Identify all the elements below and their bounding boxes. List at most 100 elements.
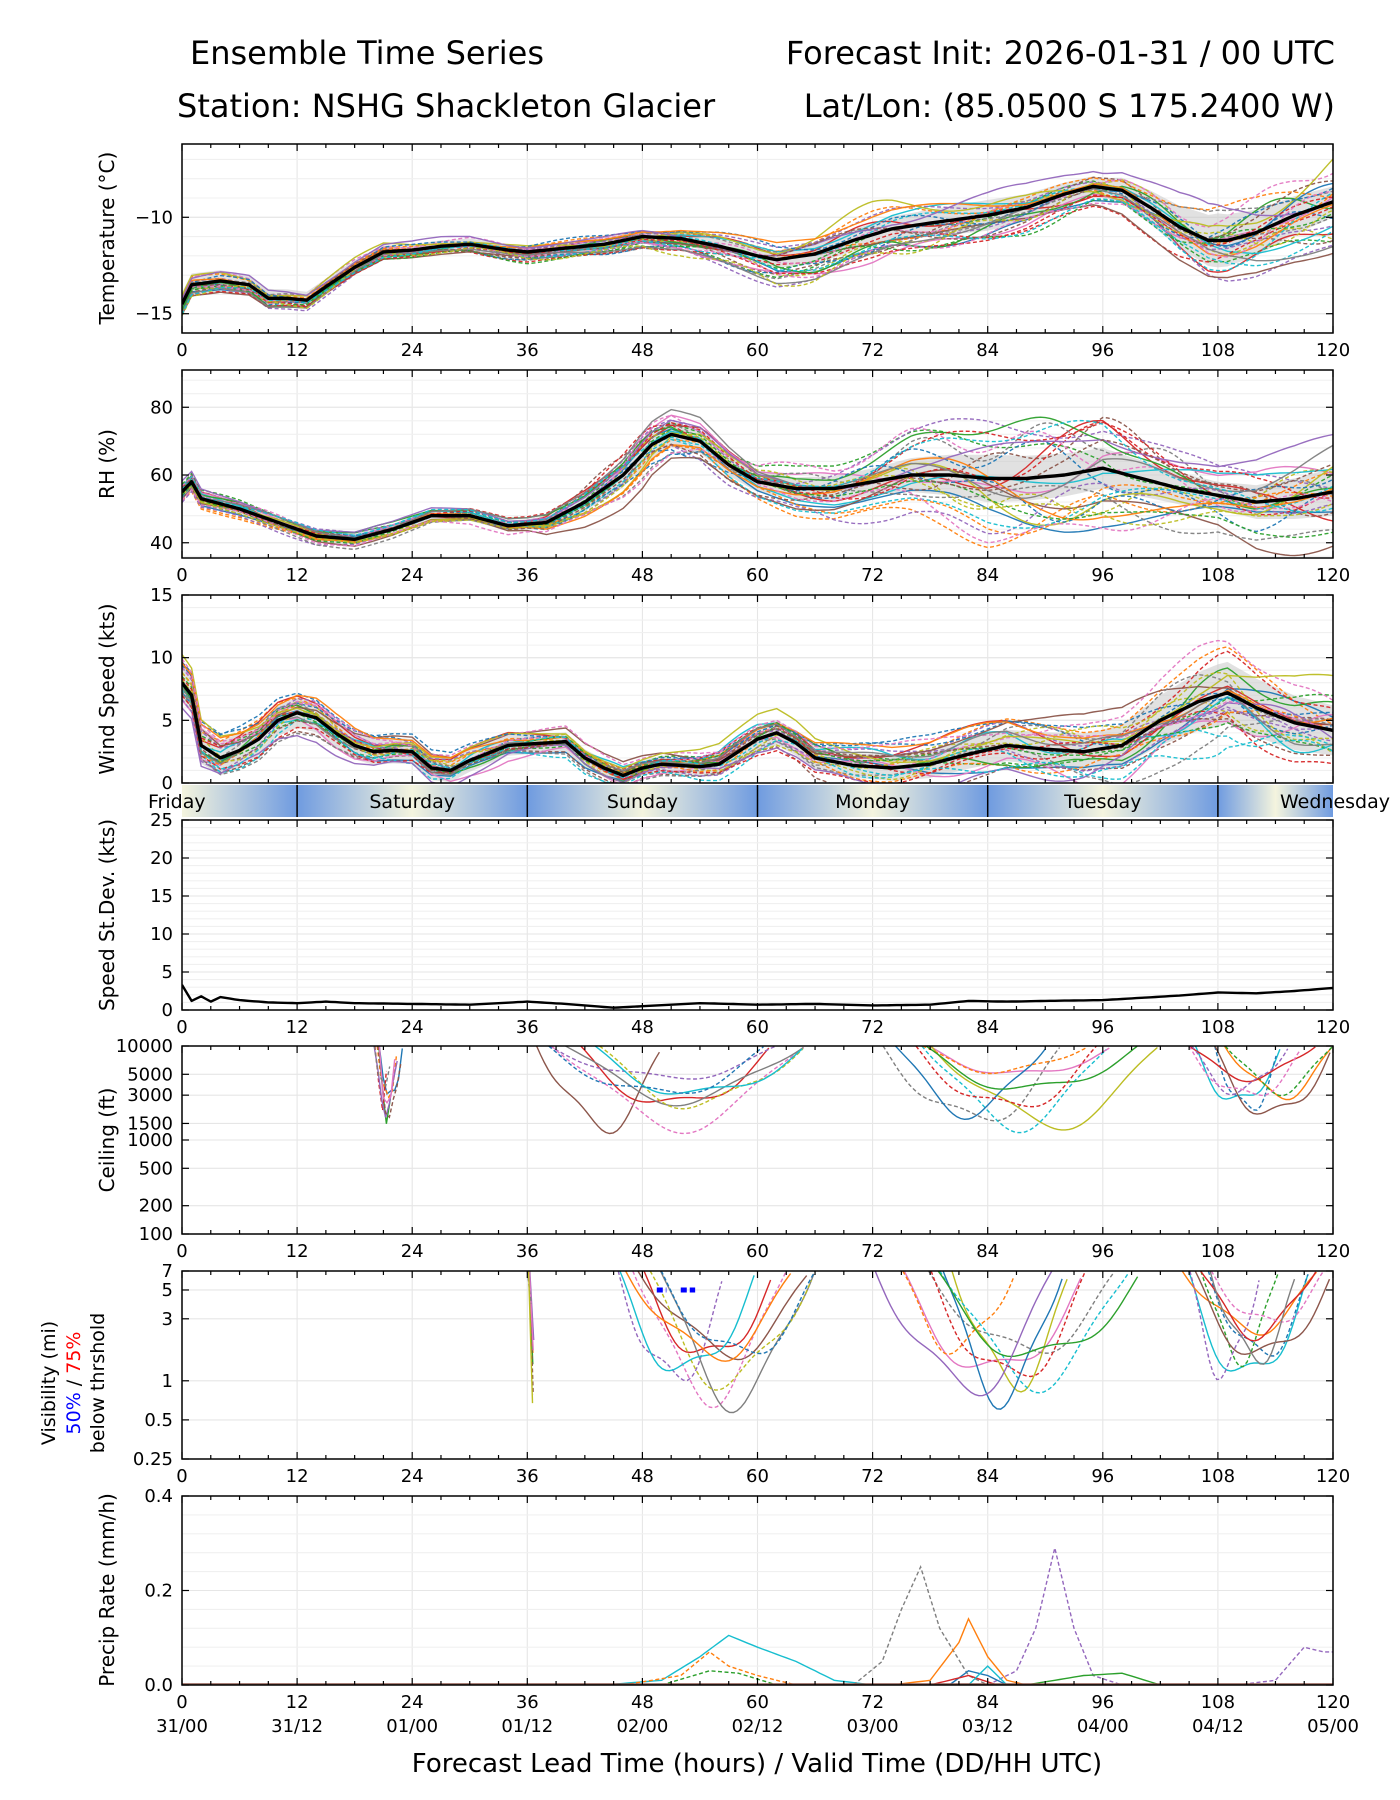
rh-member-line [182, 448, 1333, 547]
rh-mean-line [182, 432, 1333, 542]
vis-ylabel-group: Visibility (mi) 50% / 75% below thrshold [38, 1313, 109, 1453]
vis-member-line [1194, 1271, 1331, 1356]
x-tick-label: 36 [516, 1241, 539, 1262]
ceil-member-line [1214, 1046, 1277, 1111]
panel-wind: 0 5 10 15 Wind Speed (kts) [95, 585, 1334, 794]
vis-member-line [617, 1271, 723, 1382]
y-tick-label: 500 [139, 1158, 173, 1179]
x-tick-label: 36 [516, 1466, 539, 1487]
rh-grid [181, 370, 1334, 558]
ceil-member-line [1223, 1046, 1333, 1101]
vis-member-line [939, 1271, 1129, 1394]
precip-x-ticks [181, 1496, 1334, 1685]
precip-member-line [852, 1564, 989, 1685]
x-tick-label: 60 [746, 565, 769, 586]
x-tick-label: 120 [1316, 1466, 1350, 1487]
x-tick-label: 0 [176, 340, 187, 361]
temp-member-line [182, 190, 1333, 306]
x-tick-label: 24 [401, 1017, 424, 1038]
wind-member-line [182, 698, 1333, 779]
ceil-member-line [930, 1046, 1158, 1131]
precip-ylabel: Precip Rate (mm/h) [95, 1493, 119, 1687]
precip-member-line [1237, 1646, 1333, 1685]
x-tick-label: 72 [861, 1692, 884, 1713]
x-tick-label: 0 [176, 1466, 187, 1487]
precip-member-line [987, 1547, 1123, 1685]
vis-member-line [1181, 1271, 1318, 1336]
vis-member-line [928, 1271, 1114, 1354]
precip-member-line [603, 1634, 873, 1685]
x-tick-label: 108 [1201, 1241, 1235, 1262]
x-tick-label: 96 [1091, 1692, 1114, 1713]
vis-member-line [649, 1271, 812, 1391]
valid-time-label: 03/12 [962, 1716, 1014, 1737]
ceil-x-ticks [181, 1046, 1334, 1234]
wind-member-line [182, 664, 1333, 772]
ceil-member-line [580, 1046, 770, 1103]
valid-time-label: 04/12 [1192, 1716, 1244, 1737]
temp-mean-line [182, 184, 1333, 305]
wind-data [182, 639, 1333, 783]
y-tick-label: 10000 [116, 1036, 173, 1057]
rh-member-line [182, 428, 1333, 544]
x-tick-label: 84 [976, 1466, 999, 1487]
latlon-label: Lat/Lon: (85.0500 S 175.2400 W) [804, 87, 1335, 125]
panel-temp: 0 12 24 36 48 60 72 84 96 108 120 −15 −10 Temperature… [95, 143, 1350, 361]
wind-member-line [182, 695, 1333, 783]
ceil-member-line [565, 1046, 804, 1107]
y-tick-label: 5 [162, 1280, 173, 1301]
x-tick-label: 12 [286, 1692, 309, 1713]
vis-member-line [624, 1271, 792, 1362]
precip-member-line [661, 1670, 777, 1685]
valid-time-label: 03/00 [847, 1716, 899, 1737]
x-tick-label: 96 [1091, 340, 1114, 361]
ceil-member-line [922, 1046, 1088, 1075]
ceil-member-line [925, 1046, 1138, 1090]
title-left: Ensemble Time Series [190, 34, 544, 72]
vis-member-line [930, 1271, 1086, 1378]
vis-grid [181, 1270, 1334, 1460]
ceil-member-line [882, 1046, 1061, 1122]
day-banner: Friday Saturday Sunday Monday Tuesday Wednesd… [148, 785, 1390, 817]
rh-data [182, 408, 1333, 557]
valid-time-label: 02/12 [732, 1716, 784, 1737]
ceil-member-line [373, 1046, 391, 1087]
x-tick-label: 36 [516, 565, 539, 586]
day-cell [297, 785, 528, 817]
rh-member-line [182, 439, 1333, 539]
x-tick-label: 120 [1316, 565, 1350, 586]
x-tick-label: 84 [976, 1017, 999, 1038]
wind-member-line [182, 693, 1333, 783]
vis-member-line [1188, 1271, 1309, 1372]
temp-member-line [182, 187, 1333, 307]
wind-member-line [182, 666, 1333, 777]
y-tick-label: 200 [139, 1196, 173, 1217]
title-right: Forecast Init: 2026-01-31 / 00 UTC [786, 34, 1335, 72]
vis-member-line [937, 1271, 1139, 1358]
vis-member-line [528, 1271, 534, 1351]
vis-member-line [637, 1271, 808, 1361]
ceil-ylabel: Ceiling (ft) [95, 1088, 119, 1193]
plot-panels: 0 12 24 36 48 60 72 84 96 108 120−15−10Temperature… [95, 143, 1390, 1737]
x-tick-label: 72 [861, 565, 884, 586]
wind-member-line [182, 688, 1333, 773]
x-tick-label: 108 [1201, 1692, 1235, 1713]
x-tick-label: 72 [861, 340, 884, 361]
wind-mean-line [182, 681, 1333, 778]
x-tick-label: 12 [286, 1017, 309, 1038]
ceil-data [373, 1046, 1333, 1135]
y-tick-label: 3000 [127, 1085, 173, 1106]
y-tick-label: 0.4 [144, 1486, 173, 1507]
valid-time-label: 04/00 [1077, 1716, 1129, 1737]
day-label: Monday [835, 791, 910, 813]
x-tick-label: 0 [176, 1241, 187, 1262]
temp-data [182, 158, 1333, 317]
rh-member-line [182, 438, 1333, 542]
y-tick-label: 1 [162, 1371, 173, 1392]
y-tick-label: 40 [150, 533, 173, 554]
x-tick-label: 120 [1316, 340, 1350, 361]
vis-data [526, 1271, 1331, 1414]
rh-member-line [182, 430, 1333, 541]
wind-member-line [182, 683, 1333, 780]
sd-ylabel: Speed St.Dev. (kts) [95, 819, 119, 1011]
